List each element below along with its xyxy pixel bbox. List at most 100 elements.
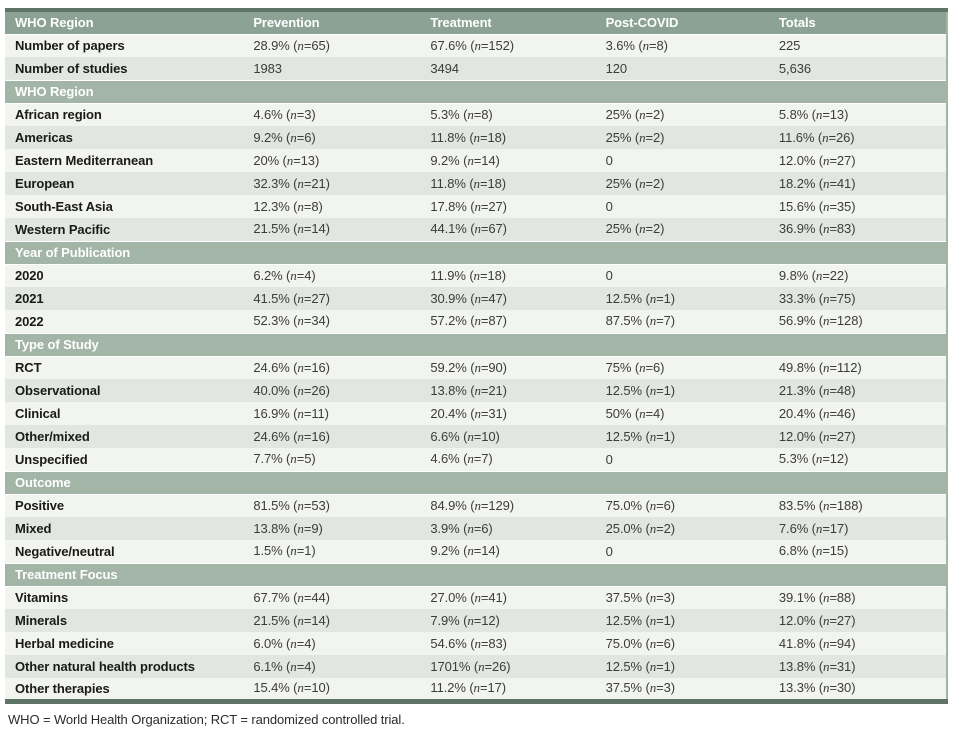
table-row: Clinical 16.9% (n=11) 20.4% (n=31) 50% (n=4… — [5, 402, 947, 425]
table-row: Eastern Mediterranean 20% (n=13) 9.2% (n=1… — [5, 149, 947, 172]
table-row: Other natural health products 6.1% (n=4) 1… — [5, 655, 947, 678]
cell-value: 20% (n=13) — [243, 149, 421, 172]
cell-value: 1701% (n=26) — [420, 655, 596, 678]
row-label: Other therapies — [5, 678, 244, 701]
table-row: Observational 40.0% (n=26) 13.8% (n=21) 12.… — [5, 379, 947, 402]
cell-value: 225 — [768, 34, 947, 57]
cell-value: 4.6% (n=3) — [243, 103, 421, 126]
cell-value: 11.6% (n=26) — [768, 126, 947, 149]
row-label: 2021 — [5, 287, 244, 310]
row-label: Other/mixed — [5, 425, 244, 448]
table-row: 2020 6.2% (n=4) 11.9% (n=18) 0 9.8% (n=22) — [5, 264, 947, 287]
row-label: Eastern Mediterranean — [5, 149, 244, 172]
table-row: European 32.3% (n=21) 11.8% (n=18) 25% (n=2… — [5, 172, 947, 195]
cell-value: 12.5% (n=1) — [595, 609, 769, 632]
cell-value: 25% (n=2) — [595, 172, 769, 195]
cell-value: 44.1% (n=67) — [420, 218, 596, 241]
cell-value: 56.9% (n=128) — [768, 310, 947, 333]
cell-value: 15.6% (n=35) — [768, 195, 947, 218]
table-row: RCT 24.6% (n=16) 59.2% (n=90) 75% (n=6) 49.8… — [5, 356, 947, 379]
table-row: Negative/neutral 1.5% (n=1) 9.2% (n=14) 0 6.… — [5, 540, 947, 563]
cell-value: 1983 — [243, 57, 421, 80]
cell-value: 12.0% (n=27) — [768, 149, 947, 172]
table-row: Western Pacific 21.5% (n=14) 44.1% (n=67) 2… — [5, 218, 947, 241]
cell-value: 25.0% (n=2) — [595, 517, 769, 540]
row-label: Herbal medicine — [5, 632, 244, 655]
cell-value: 6.1% (n=4) — [243, 655, 421, 678]
cell-value: 20.4% (n=31) — [420, 402, 596, 425]
table-row: African region 4.6% (n=3) 5.3% (n=8) 25% (n… — [5, 103, 947, 126]
cell-value: 6.2% (n=4) — [243, 264, 421, 287]
row-label: Negative/neutral — [5, 540, 244, 563]
column-header-who-region: WHO Region — [5, 10, 244, 35]
cell-value: 9.8% (n=22) — [768, 264, 947, 287]
table-row: Other therapies 15.4% (n=10) 11.2% (n=17) 3… — [5, 678, 947, 701]
cell-value: 33.3% (n=75) — [768, 287, 947, 310]
cell-value: 30.9% (n=47) — [420, 287, 596, 310]
cell-value: 12.5% (n=1) — [595, 287, 769, 310]
cell-value: 3494 — [420, 57, 596, 80]
cell-value: 75.0% (n=6) — [595, 632, 769, 655]
row-label: Clinical — [5, 402, 244, 425]
cell-value: 12.0% (n=27) — [768, 425, 947, 448]
cell-value: 39.1% (n=88) — [768, 586, 947, 609]
cell-value: 27.0% (n=41) — [420, 586, 596, 609]
cell-value: 0 — [595, 149, 769, 172]
cell-value: 24.6% (n=16) — [243, 356, 421, 379]
cell-value: 0 — [595, 195, 769, 218]
cell-value: 21.5% (n=14) — [243, 609, 421, 632]
cell-value: 5.3% (n=12) — [768, 448, 947, 471]
cell-value: 36.9% (n=83) — [768, 218, 947, 241]
column-header-post-covid: Post-COVID — [595, 10, 769, 35]
row-label: Positive — [5, 494, 244, 517]
cell-value: 28.9% (n=65) — [243, 34, 421, 57]
cell-value: 16.9% (n=11) — [243, 402, 421, 425]
section-label: Year of Publication — [5, 240, 947, 265]
row-label: Number of studies — [5, 57, 244, 80]
section-label: Treatment Focus — [5, 562, 947, 587]
cell-value: 3.6% (n=8) — [595, 34, 769, 57]
cell-value: 84.9% (n=129) — [420, 494, 596, 517]
section-row: Outcome — [5, 470, 947, 495]
cell-value: 17.8% (n=27) — [420, 195, 596, 218]
row-label: Americas — [5, 126, 244, 149]
cell-value: 0 — [595, 264, 769, 287]
cell-value: 0 — [595, 448, 769, 471]
cell-value: 75.0% (n=6) — [595, 494, 769, 517]
cell-value: 120 — [595, 57, 769, 80]
row-label: South-East Asia — [5, 195, 244, 218]
cell-value: 15.4% (n=10) — [243, 678, 421, 701]
row-label: 2020 — [5, 264, 244, 287]
cell-value: 9.2% (n=6) — [243, 126, 421, 149]
cell-value: 25% (n=2) — [595, 218, 769, 241]
row-label: Other natural health products — [5, 655, 244, 678]
column-header-treatment: Treatment — [420, 10, 596, 35]
section-label: WHO Region — [5, 79, 947, 104]
cell-value: 5.8% (n=13) — [768, 103, 947, 126]
cell-value: 7.9% (n=12) — [420, 609, 596, 632]
cell-value: 9.2% (n=14) — [420, 149, 596, 172]
cell-value: 20.4% (n=46) — [768, 402, 947, 425]
row-label: Minerals — [5, 609, 244, 632]
table-row: Number of papers 28.9% (n=65) 67.6% (n=152… — [5, 34, 947, 57]
row-label: RCT — [5, 356, 244, 379]
row-label: Unspecified — [5, 448, 244, 471]
table-row: Positive 81.5% (n=53) 84.9% (n=129) 75.0% (… — [5, 494, 947, 517]
cell-value: 11.8% (n=18) — [420, 172, 596, 195]
column-header-totals: Totals — [768, 10, 947, 35]
table-row: Vitamins 67.7% (n=44) 27.0% (n=41) 37.5% (n… — [5, 586, 947, 609]
table-row: Number of studies 1983 3494 120 5,636 — [5, 57, 947, 80]
row-label: Number of papers — [5, 34, 244, 57]
row-label: African region — [5, 103, 244, 126]
cell-value: 25% (n=2) — [595, 103, 769, 126]
table-row: Minerals 21.5% (n=14) 7.9% (n=12) 12.5% (n=… — [5, 609, 947, 632]
row-label: Observational — [5, 379, 244, 402]
cell-value: 13.8% (n=9) — [243, 517, 421, 540]
cell-value: 57.2% (n=87) — [420, 310, 596, 333]
row-label: Mixed — [5, 517, 244, 540]
cell-value: 12.0% (n=27) — [768, 609, 947, 632]
header-row: WHO Region Prevention Treatment Post-COV… — [5, 10, 947, 35]
cell-value: 50% (n=4) — [595, 402, 769, 425]
cell-value: 7.6% (n=17) — [768, 517, 947, 540]
cell-value: 18.2% (n=41) — [768, 172, 947, 195]
